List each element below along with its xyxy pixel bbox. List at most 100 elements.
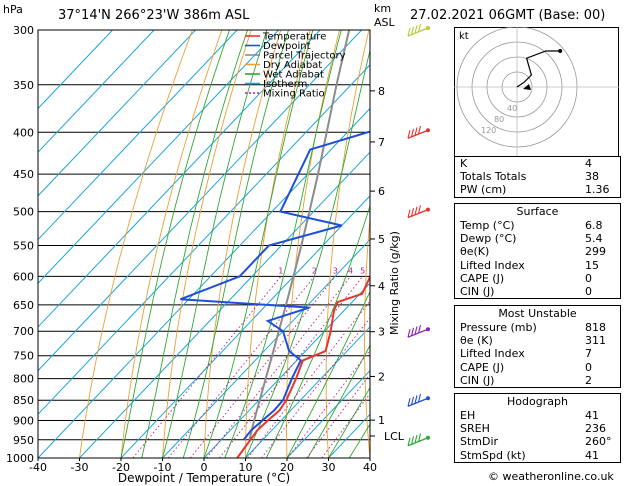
mixing-ratio-label: 3	[333, 266, 338, 275]
hodograph-stat-row: SREH 236	[455, 422, 620, 435]
dry-adiabat-line	[79, 30, 193, 458]
wind-barb-shaft	[407, 27, 429, 37]
wind-barb-shaft	[407, 328, 429, 338]
surface-label: θe(K)	[460, 245, 490, 259]
wind-barb-flag	[414, 127, 418, 136]
mixing-ratio-label: 2	[312, 266, 317, 275]
wind-barb	[407, 125, 430, 139]
wind-barb	[407, 393, 430, 407]
isotherm-line	[120, 195, 370, 458]
wind-barb-flag	[417, 23, 422, 32]
wind-barb-shaft	[407, 437, 429, 447]
mixing-ratio-line	[206, 276, 351, 458]
km-tick-label: 7	[378, 136, 385, 149]
parcel-trajectory-line	[248, 30, 351, 441]
pressure-tick-label: 800	[13, 373, 34, 386]
isotherm-line	[38, 30, 155, 153]
x-tick-label: 10	[239, 461, 253, 474]
surface-row: Dewp (°C) 5.4	[455, 232, 620, 245]
most-unstable-row: θe (K) 311	[455, 334, 620, 347]
wind-barb-dot	[426, 327, 430, 332]
mixing-ratio-line	[219, 276, 364, 458]
wind-barb-flag	[414, 25, 418, 34]
mixing-ratio-label: 20	[440, 266, 450, 275]
hodograph-stat-value: 260°	[585, 435, 612, 449]
x-tick-label: -30	[71, 461, 89, 474]
wet-adiabat-line	[203, 30, 314, 458]
wind-barb	[407, 433, 430, 447]
wind-barb	[407, 205, 430, 219]
index-label: K	[460, 157, 468, 170]
mixing-ratio-label: 1	[278, 266, 283, 275]
surface-row: θe(K) 299	[455, 245, 620, 258]
x-tick-label: 40	[363, 461, 377, 474]
mixing-ratio-label: 15	[422, 266, 432, 275]
most-unstable-row: Lifted Index 7	[455, 347, 620, 360]
mixing-ratio-line	[190, 276, 336, 458]
hodograph-table: Hodograph EH 41 SREH 236 StmDir 260° StmSpd (k…	[454, 393, 621, 463]
datetime-title: 27.02.2021 06GMT (Base: 00)	[410, 8, 606, 23]
legend-entry: Dewpoint	[263, 41, 311, 52]
legend-entry: Wet Adiabat	[263, 70, 324, 81]
km-tick-label: 4	[378, 280, 385, 293]
pressure-tick-label: 450	[13, 168, 34, 181]
dry-adiabat-line	[325, 30, 370, 458]
wind-barb-shaft	[407, 208, 429, 219]
wind-barb-flag	[410, 208, 415, 217]
storm-motion-marker	[523, 84, 531, 90]
dry-adiabat-line	[120, 30, 223, 458]
legend-entry: Dry Adiabat	[263, 60, 322, 71]
isotherm-line	[162, 238, 370, 458]
isotherm-line	[38, 30, 321, 328]
x-axis-label: Dewpoint / Temperature (°C)	[118, 471, 290, 485]
most-unstable-row: CIN (J) 2	[455, 374, 620, 387]
wet-adiabat-line	[120, 30, 230, 458]
surface-table: Surface Temp (°C) 6.8 Dewp (°C) 5.4 θe(K) 299…	[454, 203, 621, 300]
wind-barb-dot	[426, 26, 430, 30]
most-unstable-label: CAPE (J)	[460, 360, 505, 374]
index-value: 38	[585, 170, 599, 184]
mixing-ratio-line	[261, 317, 370, 458]
most-unstable-label: θe (K)	[460, 334, 493, 348]
wind-barb-shaft	[407, 129, 429, 139]
isotherm-line	[38, 64, 370, 416]
location-title: 37°14'N 266°23'W 386m ASL	[58, 8, 250, 23]
pressure-tick-label: 1000	[6, 452, 34, 465]
hodograph-stat-value: 41	[585, 409, 599, 422]
isotherm-line	[38, 30, 196, 197]
hodograph-ring-label: 120	[481, 126, 496, 135]
hodograph-table-title: Hodograph	[507, 395, 568, 408]
km-tick-label: 1	[378, 414, 385, 427]
most-unstable-label: Pressure (mb)	[460, 321, 537, 334]
wet-adiabat-line	[286, 290, 370, 458]
pressure-tick-label: 300	[13, 24, 34, 37]
isotherm-line	[38, 107, 370, 458]
wind-barb-flag	[417, 125, 422, 135]
isotherm-line	[245, 326, 370, 458]
dry-adiabat-line	[402, 30, 428, 458]
wind-barb-flag	[414, 206, 418, 215]
x-tick-label: 30	[322, 461, 336, 474]
index-value: 1.36	[585, 183, 610, 197]
pressure-tick-label: 650	[13, 299, 34, 312]
surface-value: 0	[585, 284, 592, 298]
isotherm-line	[79, 151, 370, 458]
wind-barb-flag	[410, 327, 415, 336]
surface-value: 0	[585, 271, 592, 285]
km-tick-label: 3	[378, 326, 385, 339]
hodograph-stat-row: EH 41	[455, 409, 620, 422]
surface-label: CIN (J)	[460, 284, 495, 298]
temperature-line	[236, 274, 370, 458]
pressure-tick-label: 500	[13, 206, 34, 219]
x-tick-label: 20	[280, 461, 294, 474]
dry-adiabat-line	[162, 30, 252, 458]
most-unstable-row: Pressure (mb) 818	[455, 321, 620, 334]
km-label: km	[374, 2, 392, 15]
wind-barb-flag	[414, 395, 418, 404]
wind-barb-shaft	[407, 397, 429, 407]
surface-label: CAPE (J)	[460, 271, 505, 285]
km-tick-label: 8	[378, 85, 385, 98]
pressure-tick-label: 950	[13, 434, 34, 447]
wind-barb-flag	[417, 433, 422, 442]
